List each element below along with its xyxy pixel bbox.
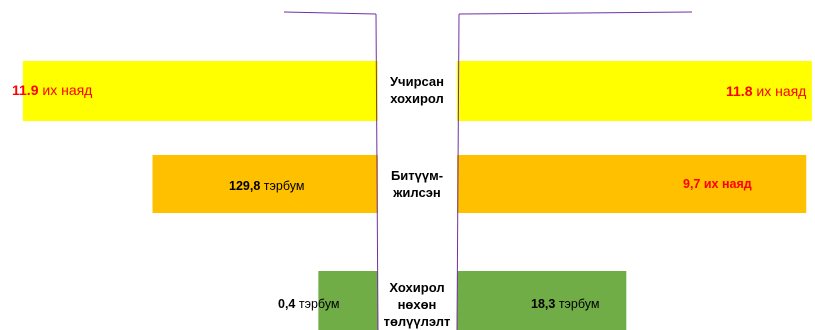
category-2-line-2: жилсэн [393, 185, 441, 200]
category-1-line-2: хохирол [390, 91, 444, 106]
bar-right-3 [457, 271, 627, 330]
unit-left-3: тэрбум [298, 297, 340, 311]
unit-right-1: их наяд [756, 83, 807, 99]
divider-right [456, 13, 460, 330]
bar-right-2 [457, 155, 807, 213]
divider-top-left [283, 11, 377, 15]
category-label-2: Битүүм- жилсэн [376, 167, 458, 201]
value-label-right-1: 11.8 их наяд [726, 83, 806, 99]
value-label-right-2: 9,7 их наяд [683, 177, 752, 191]
category-2-line-1: Битүүм- [390, 168, 444, 183]
bar-left-3 [318, 271, 378, 330]
value-left-3: 0,4 [278, 297, 296, 311]
value-right-3: 18,3 [531, 297, 556, 311]
divider-top-right [458, 11, 693, 15]
value-right-1: 11.8 [726, 83, 753, 99]
category-3-line-2: нөхөн [397, 297, 437, 312]
bar-right-1 [457, 61, 812, 121]
category-label-1: Учирсан хохирол [376, 73, 458, 107]
unit-right-3: тэрбум [558, 297, 600, 311]
unit-left-2: тэрбум [263, 179, 305, 193]
value-left-1: 11.9 [12, 82, 39, 98]
value-label-left-3: 0,4 тэрбум [278, 297, 340, 311]
value-label-left-2: 129,8 тэрбум [229, 179, 304, 193]
bar-left-2 [152, 155, 378, 213]
category-1-line-1: Учирсан [389, 74, 445, 89]
value-label-left-1: 11.9 их наяд [12, 82, 92, 98]
unit-left-1: их наяд [42, 82, 93, 98]
category-3-line-3: төлүүлэлт [383, 314, 451, 329]
divider-left [375, 13, 379, 330]
category-label-3: Хохирол нөхөн төлүүлэлт [376, 279, 458, 330]
bar-left-1 [22, 61, 378, 121]
category-3-line-1: Хохирол [389, 280, 445, 295]
value-left-2: 129,8 [229, 179, 261, 193]
value-right-2: 9,7 их наяд [683, 177, 752, 191]
value-label-right-3: 18,3 тэрбум [531, 297, 599, 311]
